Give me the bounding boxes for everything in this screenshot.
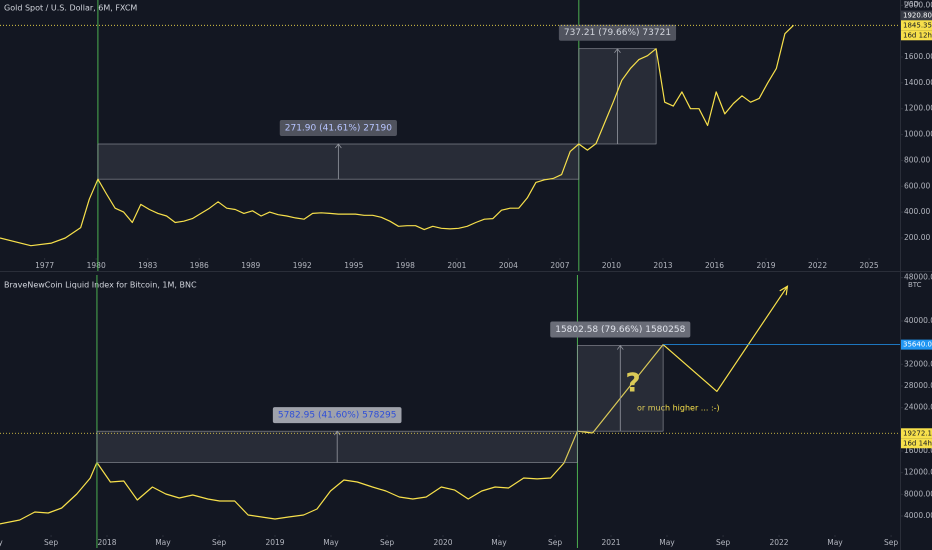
y-tick-label: 800.00 <box>904 155 930 164</box>
countdown-label: 16d 14h <box>903 439 932 447</box>
x-tick-label: 1986 <box>190 261 209 270</box>
x-tick-label: 2019 <box>265 538 284 547</box>
price-label: 35640.00 <box>903 341 932 349</box>
axis-unit: BTC <box>908 281 922 289</box>
x-tick-label: Sep <box>44 538 58 547</box>
last-price-label: 19272.12 <box>903 429 932 437</box>
y-tick-label: 400.00 <box>904 207 930 216</box>
measure-label: 5782.95 (41.60%) 578295 <box>278 411 397 421</box>
measure-label-box <box>558 24 677 41</box>
x-tick-label: Sep <box>884 538 898 547</box>
y-tick-label: 4000.00 <box>904 511 932 520</box>
x-tick-label: 2001 <box>447 261 466 270</box>
price-label: 1920.80 <box>903 12 932 20</box>
y-tick-label: 1400.00 <box>904 78 932 87</box>
x-tick-label: 2021 <box>601 538 620 547</box>
y-tick-label: 12000.00 <box>904 468 932 477</box>
y-tick-label: 48000.00 <box>904 273 932 282</box>
countdown-label: 16d 12h <box>903 31 932 39</box>
x-tick-label: May <box>0 538 3 547</box>
chart-title: Gold Spot / U.S. Dollar, 6M, FXCM <box>4 4 137 13</box>
x-tick-label: May <box>491 538 507 547</box>
arrow-head <box>779 285 789 296</box>
price-label-box <box>901 10 932 21</box>
price-label-box <box>901 339 932 350</box>
x-tick-label: 2022 <box>808 261 827 270</box>
measure-arrow-head <box>614 48 621 53</box>
price-line-series <box>0 24 794 247</box>
x-tick-label: 2019 <box>756 261 775 270</box>
last-price-box <box>901 20 932 31</box>
x-tick-label: Sep <box>380 538 394 547</box>
chart-title: BraveNewCoin Liquid Index for Bitcoin, 1… <box>4 281 197 290</box>
y-tick-label: 1000.00 <box>904 130 932 139</box>
x-tick-label: 2010 <box>602 261 621 270</box>
x-tick-label: 1983 <box>138 261 157 270</box>
y-tick-label: 1600.00 <box>904 52 932 61</box>
measure-label: 15802.58 (79.66%) 1580258 <box>555 325 685 335</box>
price-line-series <box>592 285 788 434</box>
y-tick-label: 8000.00 <box>904 489 932 498</box>
x-tick-label: 2018 <box>97 538 116 547</box>
x-tick-label: 1995 <box>344 261 363 270</box>
axis-unit: USD <box>904 0 919 8</box>
x-tick-label: 1992 <box>293 261 312 270</box>
x-tick-label: 2025 <box>860 261 879 270</box>
x-tick-label: 2007 <box>550 261 569 270</box>
x-tick-label: May <box>155 538 171 547</box>
x-tick-label: Sep <box>716 538 730 547</box>
x-tick-label: May <box>659 538 675 547</box>
x-tick-label: 2013 <box>653 261 672 270</box>
measure-arrow-head <box>335 143 342 149</box>
measure-label: 271.90 (41.61%) 27190 <box>285 123 392 133</box>
x-tick-label: 1998 <box>396 261 415 270</box>
y-tick-label: 2000.00 <box>904 0 932 9</box>
y-tick-label: 200.00 <box>904 233 930 242</box>
last-price-label: 1845.35 <box>903 21 932 29</box>
x-tick-label: May <box>827 538 843 547</box>
measure-arrow-head <box>616 344 624 350</box>
x-tick-label: 2004 <box>499 261 518 270</box>
measure-label-box <box>272 407 402 424</box>
last-price-box <box>901 428 932 439</box>
x-tick-label: Sep <box>548 538 562 547</box>
annotation-text: or much higher ... :-) <box>637 404 720 413</box>
measure-arrow-head <box>333 430 341 436</box>
annotation-question: ? <box>625 369 640 399</box>
x-tick-label: 2016 <box>705 261 724 270</box>
y-tick-label: 1200.00 <box>904 104 932 113</box>
measure-label-box <box>279 119 397 136</box>
x-tick-label: 1989 <box>241 261 260 270</box>
measure-label-box <box>550 321 691 338</box>
y-tick-label: 600.00 <box>904 181 930 190</box>
x-tick-label: 1977 <box>35 261 54 270</box>
y-tick-label: 40000.00 <box>904 316 932 325</box>
x-tick-label: 2020 <box>433 538 452 547</box>
price-line-series <box>0 430 593 525</box>
y-tick-label: 16000.00 <box>904 446 932 455</box>
y-tick-label: 32000.00 <box>904 359 932 368</box>
x-tick-label: 1980 <box>87 261 106 270</box>
measure-label: 737.21 (79.66%) 73721 <box>564 28 671 38</box>
y-tick-label: 24000.00 <box>904 403 932 412</box>
countdown-box <box>901 438 932 449</box>
x-tick-label: Sep <box>212 538 226 547</box>
y-tick-label: 28000.00 <box>904 381 932 390</box>
x-tick-label: 2022 <box>769 538 788 547</box>
countdown-box <box>901 30 932 41</box>
x-tick-label: May <box>323 538 339 547</box>
